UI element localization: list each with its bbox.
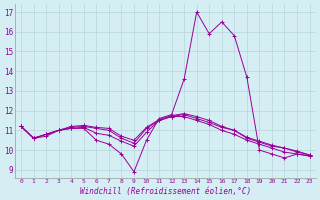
X-axis label: Windchill (Refroidissement éolien,°C): Windchill (Refroidissement éolien,°C) — [80, 187, 251, 196]
